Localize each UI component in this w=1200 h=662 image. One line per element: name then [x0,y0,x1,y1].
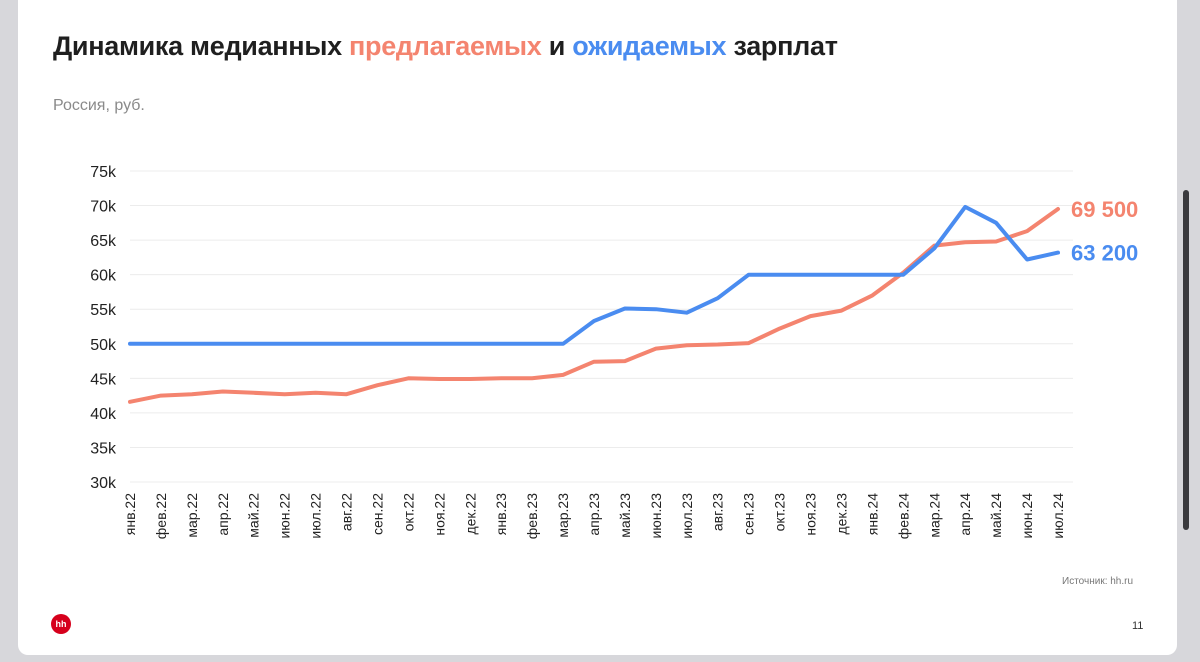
x-tick-label: сен.22 [369,493,385,535]
x-tick-label: ноя.22 [431,493,447,536]
x-tick-label: окт.23 [772,493,788,532]
y-tick-label: 35k [90,440,117,457]
x-tick-label: сен.23 [741,493,757,535]
series-line-expected [128,204,1060,346]
x-tick-label: ноя.23 [803,493,819,536]
x-tick-label: дек.23 [833,493,849,535]
x-tick-label: янв.24 [864,493,880,535]
y-tick-label: 75k [90,164,117,181]
x-tick-label: июл.22 [308,493,324,539]
x-tick-label: апр.23 [586,493,602,536]
x-tick-label: май.22 [246,493,262,538]
x-tick-label: май.24 [988,493,1004,538]
chart-title: Динамика медианных предлагаемых и ожидае… [53,31,838,62]
line-chart: 30k 35k 40k 45k 50k 55k 60k 65k 70k 75k янв.22 фев.… [90,164,1138,539]
y-tick-label: 40k [90,406,117,423]
x-tick-label: май.23 [617,493,633,538]
x-tick-label: мар.24 [926,493,942,538]
x-tick-label: янв.22 [122,493,138,535]
x-tick-label: мар.22 [184,493,200,538]
title-suffix: зарплат [726,31,838,61]
x-tick-label: янв.23 [493,493,509,535]
title-expected: ожидаемых [572,31,727,61]
title-middle: и [541,31,573,61]
y-tick-label: 55k [90,302,117,319]
end-label-expected: 63 200 [1071,241,1138,266]
hh-logo: hh [51,614,71,634]
scrollbar[interactable] [1183,190,1189,530]
x-tick-label: апр.24 [957,493,973,536]
x-tick-label: авг.23 [710,493,726,531]
x-tick-label: июн.24 [1019,493,1035,539]
slide: Динамика медианных предлагаемых и ожидае… [18,0,1177,655]
y-tick-label: 70k [90,199,117,216]
y-tick-label: 60k [90,268,117,285]
y-tick-label: 50k [90,337,117,354]
x-tick-label: июн.23 [648,493,664,539]
x-tick-label: авг.22 [339,493,355,531]
x-tick-label: фев.22 [153,493,169,539]
x-tick-label: июн.22 [277,493,293,539]
title-offered: предлагаемых [349,31,542,61]
x-tick-label: фев.23 [524,493,540,539]
page-number: 11 [1132,620,1144,632]
x-tick-label: фев.24 [895,493,911,539]
source-note: Источник: hh.ru [1062,576,1134,587]
series-line-offered [128,207,1060,404]
x-tick-label: окт.22 [400,493,416,532]
y-tick-label: 30k [90,475,117,492]
y-tick-label: 65k [90,233,117,250]
chart-subtitle: Россия, руб. [53,97,145,114]
x-tick-label: апр.22 [215,493,231,536]
x-tick-label: июл.23 [679,493,695,539]
end-label-offered: 69 500 [1071,197,1138,222]
x-tick-label: мар.23 [555,493,571,538]
x-tick-label: дек.22 [462,493,478,535]
x-tick-label: июл.24 [1050,493,1066,539]
y-tick-label: 45k [90,371,117,388]
title-prefix: Динамика медианных [53,31,349,61]
